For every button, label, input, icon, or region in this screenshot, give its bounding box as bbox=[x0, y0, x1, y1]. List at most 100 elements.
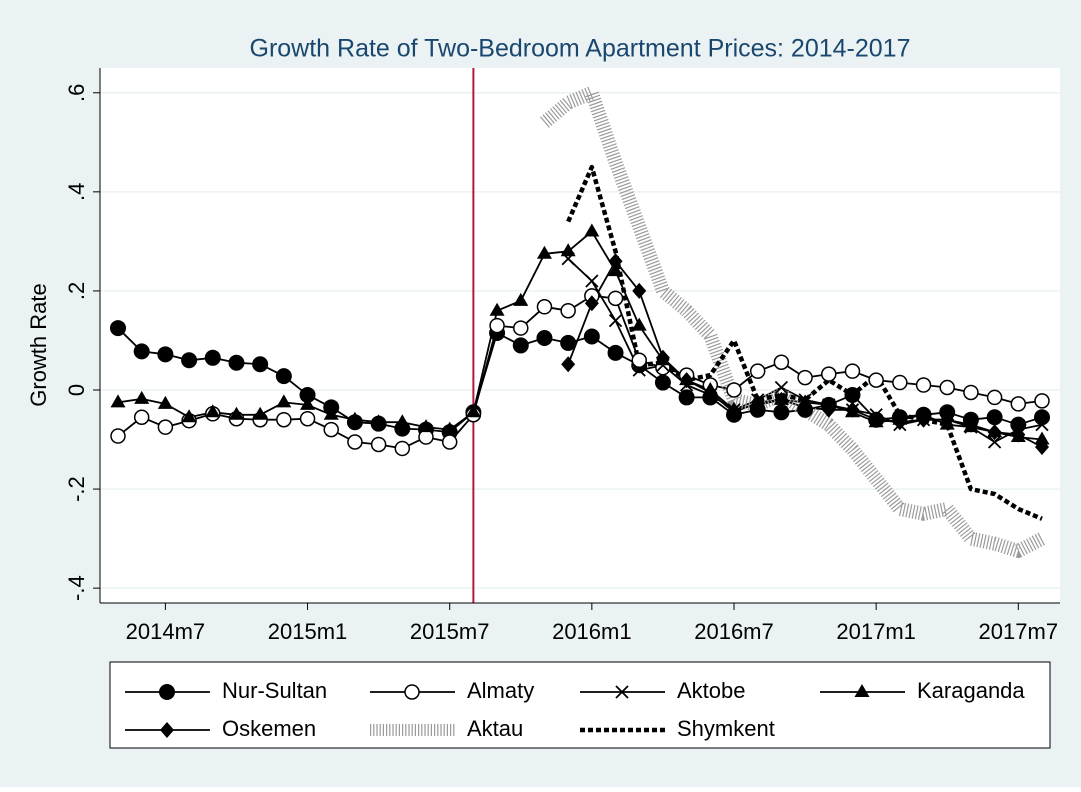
marker bbox=[489, 302, 505, 316]
marker bbox=[608, 253, 623, 270]
marker bbox=[299, 410, 316, 427]
marker bbox=[133, 409, 150, 425]
marker bbox=[632, 282, 647, 299]
marker bbox=[585, 274, 599, 288]
marker bbox=[159, 684, 175, 700]
marker bbox=[797, 369, 813, 386]
marker bbox=[654, 374, 671, 391]
chart-title: Growth Rate of Two-Bedroom Apartment Pri… bbox=[250, 35, 911, 63]
marker bbox=[845, 401, 860, 418]
marker bbox=[300, 396, 316, 410]
marker bbox=[1011, 426, 1026, 443]
series-markers bbox=[110, 223, 1050, 457]
marker bbox=[157, 419, 174, 435]
marker bbox=[703, 384, 718, 401]
marker bbox=[560, 243, 576, 257]
series-line bbox=[117, 295, 1043, 450]
marker bbox=[228, 406, 244, 420]
marker bbox=[774, 380, 789, 395]
y-tick-label: -.4 bbox=[64, 575, 89, 601]
marker bbox=[442, 421, 458, 435]
marker bbox=[560, 334, 577, 351]
marker bbox=[418, 419, 434, 433]
marker bbox=[892, 374, 908, 391]
y-tick-label: .2 bbox=[64, 282, 89, 300]
marker bbox=[940, 411, 955, 428]
marker bbox=[608, 314, 623, 328]
marker bbox=[323, 406, 339, 420]
marker bbox=[513, 292, 529, 306]
y-axis-label: Growth Rate bbox=[26, 283, 51, 407]
marker bbox=[679, 372, 694, 389]
marker bbox=[963, 384, 979, 401]
legend-label: Shymkent bbox=[677, 716, 775, 741]
series-line bbox=[117, 327, 1043, 433]
marker bbox=[205, 404, 221, 418]
marker bbox=[276, 411, 292, 428]
marker bbox=[561, 356, 576, 373]
x-tick-label: 2016m1 bbox=[552, 619, 632, 644]
marker bbox=[560, 302, 576, 319]
marker bbox=[608, 263, 624, 277]
marker bbox=[512, 337, 529, 354]
marker bbox=[1035, 438, 1049, 455]
marker bbox=[798, 399, 813, 416]
y-tick-label: .4 bbox=[64, 183, 89, 201]
legend-box bbox=[109, 661, 1051, 749]
marker bbox=[1034, 431, 1050, 445]
marker bbox=[821, 401, 836, 418]
marker bbox=[110, 428, 126, 444]
marker bbox=[394, 414, 410, 428]
series-line bbox=[540, 85, 1046, 558]
x-tick-label: 2015m7 bbox=[410, 619, 490, 644]
marker bbox=[347, 434, 363, 450]
marker bbox=[750, 394, 765, 411]
marker bbox=[844, 363, 861, 379]
marker bbox=[655, 349, 670, 366]
marker bbox=[536, 329, 553, 346]
marker bbox=[441, 434, 458, 450]
marker bbox=[773, 404, 790, 421]
x-tick-label: 2017m1 bbox=[836, 619, 916, 644]
marker bbox=[607, 344, 624, 361]
legend-label: Oskemen bbox=[222, 716, 316, 741]
x-tick-label: 2015m1 bbox=[268, 619, 348, 644]
marker bbox=[986, 389, 1003, 406]
marker bbox=[631, 352, 647, 369]
marker bbox=[134, 390, 150, 404]
marker bbox=[844, 386, 861, 403]
marker bbox=[632, 363, 646, 377]
marker bbox=[252, 356, 269, 373]
marker bbox=[276, 394, 292, 408]
marker bbox=[160, 722, 174, 738]
x-tick-label: 2016m7 bbox=[694, 619, 774, 644]
y-tick-label: -.2 bbox=[64, 476, 89, 502]
marker bbox=[418, 429, 434, 445]
marker bbox=[615, 685, 629, 699]
marker bbox=[607, 290, 624, 307]
marker bbox=[370, 436, 387, 453]
marker bbox=[915, 377, 932, 393]
marker bbox=[892, 414, 907, 431]
marker bbox=[404, 684, 420, 700]
marker bbox=[773, 354, 790, 370]
marker bbox=[347, 411, 363, 425]
marker bbox=[963, 416, 978, 433]
marker bbox=[299, 386, 316, 403]
marker bbox=[821, 366, 837, 382]
marker bbox=[774, 391, 789, 408]
marker bbox=[371, 414, 387, 428]
legend-label: Aktau bbox=[467, 716, 523, 741]
marker bbox=[536, 245, 552, 259]
marker bbox=[1034, 409, 1050, 426]
legend: Nur-Sultan Almaty Aktobe Karaganda Oskemen Ak… bbox=[125, 678, 1025, 741]
legend-label: Karaganda bbox=[917, 678, 1025, 703]
marker bbox=[204, 349, 221, 366]
marker bbox=[228, 354, 245, 371]
marker bbox=[323, 421, 339, 438]
marker bbox=[1010, 416, 1027, 433]
marker bbox=[133, 343, 150, 360]
marker bbox=[1010, 396, 1027, 412]
legend-label: Aktobe bbox=[677, 678, 746, 703]
